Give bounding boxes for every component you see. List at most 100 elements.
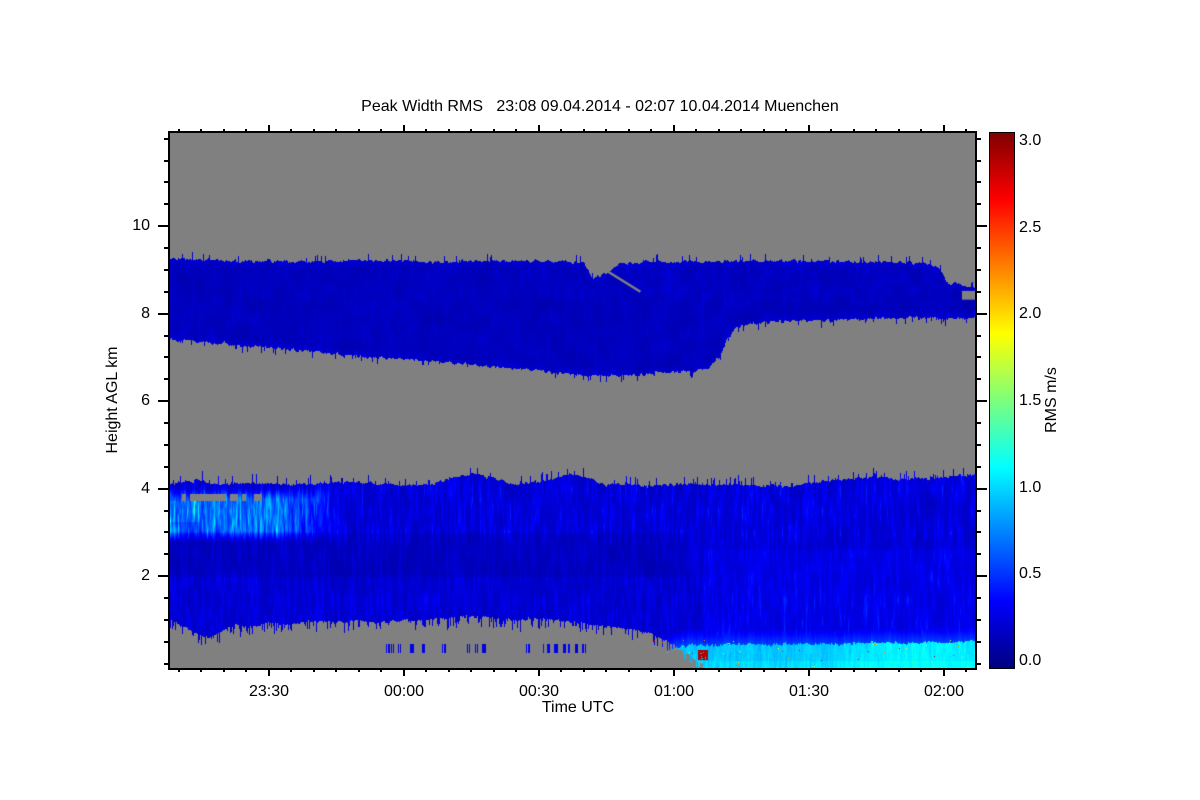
- y-minor-tick: [164, 335, 170, 337]
- x-minor-tick: [178, 129, 180, 133]
- y-tick-label: 10: [132, 217, 150, 234]
- x-major-tick: [808, 125, 810, 133]
- y-tick-label: 6: [141, 392, 150, 409]
- colorbar-label: RMS m/s: [1043, 367, 1060, 433]
- y-minor-tick: [164, 444, 170, 446]
- x-minor-tick: [875, 668, 877, 672]
- y-minor-tick: [164, 138, 170, 140]
- y-minor-tick: [975, 138, 981, 140]
- x-minor-tick: [335, 668, 337, 672]
- y-minor-tick: [164, 203, 170, 205]
- y-major-tick: [158, 575, 170, 577]
- colorbar-tick-label: 1.5: [1019, 392, 1042, 409]
- x-minor-tick: [875, 129, 877, 133]
- y-major-tick: [158, 488, 170, 490]
- x-minor-tick: [763, 668, 765, 672]
- x-major-tick: [943, 125, 945, 133]
- y-major-tick: [975, 225, 987, 227]
- x-minor-tick: [920, 129, 922, 133]
- x-minor-tick: [763, 129, 765, 133]
- x-minor-tick: [335, 129, 337, 133]
- y-minor-tick: [975, 291, 981, 293]
- y-minor-tick: [164, 663, 170, 665]
- x-minor-tick: [650, 129, 652, 133]
- y-minor-tick: [975, 597, 981, 599]
- x-minor-tick: [290, 668, 292, 672]
- x-minor-tick: [245, 668, 247, 672]
- x-minor-tick: [583, 668, 585, 672]
- colorbar-tick-label: 1.0: [1019, 479, 1042, 496]
- x-minor-tick: [853, 129, 855, 133]
- y-minor-tick: [164, 466, 170, 468]
- x-minor-tick: [740, 129, 742, 133]
- y-minor-tick: [164, 181, 170, 183]
- x-minor-tick: [470, 129, 472, 133]
- y-minor-tick: [164, 356, 170, 358]
- y-major-tick: [975, 313, 987, 315]
- x-minor-tick: [785, 129, 787, 133]
- x-minor-tick: [560, 129, 562, 133]
- x-minor-tick: [515, 129, 517, 133]
- x-major-tick: [268, 125, 270, 133]
- y-tick-label: 8: [141, 305, 150, 322]
- x-tick-label: 01:30: [788, 683, 830, 700]
- y-minor-tick: [164, 531, 170, 533]
- x-minor-tick: [718, 129, 720, 133]
- y-minor-tick: [975, 444, 981, 446]
- colorbar-tick-label: 0.5: [1019, 565, 1042, 582]
- x-minor-tick: [313, 668, 315, 672]
- x-minor-tick: [380, 129, 382, 133]
- x-tick-label: 01:00: [653, 683, 695, 700]
- x-minor-tick: [245, 129, 247, 133]
- x-minor-tick: [605, 668, 607, 672]
- y-minor-tick: [975, 335, 981, 337]
- x-minor-tick: [470, 668, 472, 672]
- x-minor-tick: [200, 129, 202, 133]
- y-minor-tick: [164, 269, 170, 271]
- y-minor-tick: [975, 553, 981, 555]
- x-minor-tick: [200, 668, 202, 672]
- y-minor-tick: [975, 619, 981, 621]
- x-minor-tick: [448, 668, 450, 672]
- x-minor-tick: [425, 129, 427, 133]
- y-minor-tick: [164, 597, 170, 599]
- heatmap-canvas: [170, 133, 975, 668]
- x-minor-tick: [358, 668, 360, 672]
- y-minor-tick: [164, 247, 170, 249]
- x-minor-tick: [290, 129, 292, 133]
- x-tick-label: 00:00: [383, 683, 425, 700]
- x-major-tick: [538, 668, 540, 676]
- x-minor-tick: [718, 668, 720, 672]
- x-major-tick: [403, 125, 405, 133]
- x-minor-tick: [853, 668, 855, 672]
- x-tick-label: 23:30: [248, 683, 290, 700]
- x-minor-tick: [583, 129, 585, 133]
- y-minor-tick: [164, 641, 170, 643]
- y-minor-tick: [975, 510, 981, 512]
- y-axis-label: Height AGL km: [104, 346, 121, 454]
- x-minor-tick: [898, 129, 900, 133]
- x-minor-tick: [740, 668, 742, 672]
- x-minor-tick: [628, 668, 630, 672]
- x-minor-tick: [358, 129, 360, 133]
- y-minor-tick: [975, 203, 981, 205]
- x-minor-tick: [830, 668, 832, 672]
- y-minor-tick: [975, 663, 981, 665]
- y-minor-tick: [975, 378, 981, 380]
- y-minor-tick: [975, 641, 981, 643]
- x-minor-tick: [650, 668, 652, 672]
- colorbar-tick-label: 2.5: [1019, 219, 1042, 236]
- y-major-tick: [158, 225, 170, 227]
- x-minor-tick: [785, 668, 787, 672]
- x-major-tick: [943, 668, 945, 676]
- x-major-tick: [673, 668, 675, 676]
- y-minor-tick: [975, 422, 981, 424]
- y-minor-tick: [975, 247, 981, 249]
- x-minor-tick: [223, 668, 225, 672]
- x-minor-tick: [313, 129, 315, 133]
- y-minor-tick: [975, 531, 981, 533]
- x-major-tick: [268, 668, 270, 676]
- y-major-tick: [975, 575, 987, 577]
- y-minor-tick: [164, 422, 170, 424]
